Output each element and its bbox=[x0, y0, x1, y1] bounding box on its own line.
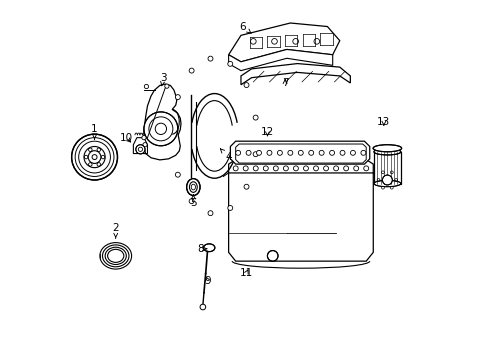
Circle shape bbox=[250, 39, 256, 44]
Polygon shape bbox=[235, 144, 366, 163]
Polygon shape bbox=[228, 159, 372, 177]
Circle shape bbox=[233, 166, 238, 171]
Text: 5: 5 bbox=[190, 195, 196, 208]
Circle shape bbox=[243, 166, 248, 171]
Circle shape bbox=[343, 166, 348, 171]
Circle shape bbox=[175, 95, 180, 100]
Text: 2: 2 bbox=[112, 222, 119, 238]
Circle shape bbox=[227, 61, 232, 66]
Circle shape bbox=[363, 166, 368, 171]
Circle shape bbox=[266, 150, 271, 155]
Circle shape bbox=[323, 166, 328, 171]
Circle shape bbox=[207, 56, 212, 61]
Text: 1: 1 bbox=[91, 124, 98, 139]
Text: 6: 6 bbox=[239, 22, 250, 33]
Ellipse shape bbox=[373, 149, 400, 155]
Circle shape bbox=[253, 152, 258, 157]
Circle shape bbox=[283, 166, 288, 171]
Circle shape bbox=[253, 166, 258, 171]
Circle shape bbox=[253, 115, 258, 120]
Circle shape bbox=[71, 134, 117, 180]
Circle shape bbox=[189, 199, 194, 204]
Circle shape bbox=[293, 166, 298, 171]
Circle shape bbox=[277, 150, 282, 155]
Text: 11: 11 bbox=[239, 269, 252, 279]
Circle shape bbox=[175, 172, 180, 177]
Polygon shape bbox=[241, 64, 349, 85]
Text: 4: 4 bbox=[220, 149, 231, 162]
Text: 3: 3 bbox=[160, 73, 166, 86]
Ellipse shape bbox=[186, 179, 200, 195]
Circle shape bbox=[200, 304, 205, 310]
Circle shape bbox=[298, 150, 303, 155]
Circle shape bbox=[319, 150, 324, 155]
Circle shape bbox=[339, 150, 344, 155]
Text: 10: 10 bbox=[120, 133, 133, 143]
Circle shape bbox=[142, 136, 146, 140]
Circle shape bbox=[382, 175, 391, 185]
Bar bbox=[373, 152, 400, 184]
Circle shape bbox=[144, 84, 148, 89]
Circle shape bbox=[271, 39, 277, 44]
Ellipse shape bbox=[372, 145, 401, 152]
Circle shape bbox=[164, 84, 169, 88]
Ellipse shape bbox=[100, 243, 131, 269]
Circle shape bbox=[313, 39, 319, 44]
Circle shape bbox=[143, 112, 178, 146]
Polygon shape bbox=[228, 23, 339, 62]
Circle shape bbox=[267, 251, 278, 261]
Circle shape bbox=[189, 68, 194, 73]
Ellipse shape bbox=[203, 244, 214, 252]
Text: 9: 9 bbox=[203, 275, 210, 285]
Circle shape bbox=[142, 143, 147, 147]
Polygon shape bbox=[228, 173, 372, 261]
Circle shape bbox=[353, 166, 358, 171]
Circle shape bbox=[235, 150, 240, 155]
Circle shape bbox=[333, 166, 338, 171]
Text: 8: 8 bbox=[197, 244, 206, 254]
Circle shape bbox=[360, 150, 365, 155]
Circle shape bbox=[244, 184, 248, 189]
Circle shape bbox=[303, 166, 308, 171]
Circle shape bbox=[273, 166, 278, 171]
Polygon shape bbox=[228, 49, 332, 71]
Circle shape bbox=[292, 39, 298, 44]
Circle shape bbox=[136, 145, 145, 154]
Circle shape bbox=[287, 150, 292, 155]
Circle shape bbox=[207, 211, 212, 216]
Circle shape bbox=[329, 150, 334, 155]
Circle shape bbox=[227, 206, 232, 211]
Circle shape bbox=[308, 150, 313, 155]
Text: 12: 12 bbox=[260, 127, 273, 138]
Circle shape bbox=[245, 150, 250, 155]
Circle shape bbox=[256, 150, 261, 155]
Text: 13: 13 bbox=[376, 117, 390, 127]
Circle shape bbox=[313, 166, 318, 171]
Polygon shape bbox=[143, 84, 181, 160]
Polygon shape bbox=[133, 138, 147, 154]
Polygon shape bbox=[230, 141, 369, 164]
Ellipse shape bbox=[373, 180, 400, 187]
Circle shape bbox=[244, 82, 248, 87]
Circle shape bbox=[263, 166, 268, 171]
Circle shape bbox=[350, 150, 355, 155]
Text: 7: 7 bbox=[281, 78, 288, 88]
